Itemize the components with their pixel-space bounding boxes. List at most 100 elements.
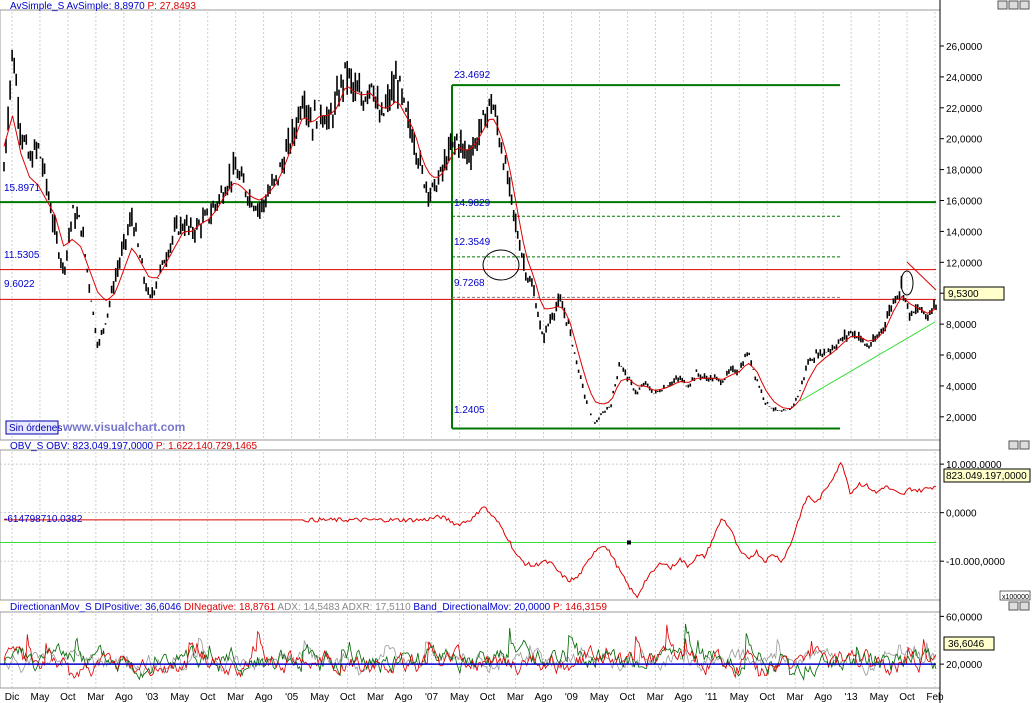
price-series: [3, 49, 937, 424]
y-tick-label: 22,0000: [946, 104, 983, 115]
price-current-value: 9,5300: [948, 289, 979, 300]
x-tick-label: Mar: [227, 692, 245, 703]
x-tick-label: May: [870, 692, 889, 703]
price-y-axis: 2,00004,00006,00008,000010,000012,000014…: [940, 42, 983, 424]
y-tick-label: 8,0000: [946, 320, 977, 331]
header-part: P: 1.622.140.729,1465: [153, 441, 257, 452]
y-tick-label: -10.000,0000: [946, 557, 1005, 568]
y-tick-label: 2,0000: [946, 413, 977, 424]
x-tick-label: Oct: [759, 692, 775, 703]
header-part: DINegative: 18,8761: [181, 602, 275, 613]
y-tick-label: 26,0000: [946, 42, 983, 53]
y-tick-label: 12,0000: [946, 258, 983, 269]
highlight-circle: [482, 249, 520, 281]
watermark: www.visualchart.com: [62, 420, 185, 434]
header-part: DIPositive: 36,6046: [92, 602, 182, 613]
header-part: DirectionanMov_S: [10, 602, 92, 613]
fib-label-23: 23.4692: [454, 70, 491, 81]
x-tick-label: May: [450, 692, 469, 703]
sin-ordenes-button[interactable]: [5, 420, 59, 435]
dmi-panel[interactable]: [0, 611, 941, 689]
fib-label-9: 9.7268: [454, 278, 485, 289]
time-x-axis: Dic May Oct Mar Ago '03 May Oct Mar Ago '05 May Oct M…: [5, 692, 944, 703]
level-label-15: 15.8971: [4, 183, 41, 194]
y-tick-label: 16,0000: [946, 197, 983, 208]
di-negative-line[interactable]: [3, 624, 937, 679]
header-part: OBV_S: [10, 441, 44, 452]
x-tick-label: '09: [565, 692, 578, 703]
x-tick-label: Ago: [115, 692, 133, 703]
obv-series: [0, 462, 937, 599]
obv-current-box: [943, 468, 1031, 483]
x-tick-label: May: [310, 692, 329, 703]
obv-panel-controls[interactable]: [1008, 440, 1030, 450]
price-panel-header: AvSimple_S AvSimple: 8,8970 P: 27,8493: [10, 1, 196, 12]
x-tick-label: '13: [845, 692, 858, 703]
x-tick-label: Dic: [5, 692, 19, 703]
level-label-11: 11.5305: [4, 250, 40, 261]
x-tick-label: Ago: [674, 692, 692, 703]
x-tick-label: '05: [285, 692, 298, 703]
fib-label-1: 1.2405: [454, 405, 485, 416]
sin-ordenes-label: Sin órdenes: [9, 423, 62, 434]
obv-panel[interactable]: [0, 449, 941, 601]
x-tick-label: Mar: [367, 692, 385, 703]
header-part: ADXR: 17,5110: [340, 602, 411, 613]
y-tick-label: 4,0000: [946, 382, 977, 393]
x-tick-label: '07: [425, 692, 438, 703]
x-tick-label: Oct: [620, 692, 636, 703]
obv-scale-box: [999, 590, 1031, 601]
y-tick-label: 60,0000: [946, 612, 983, 623]
x-tick-label: May: [170, 692, 189, 703]
dmi-y-axis: 60,0000 20,0000: [940, 612, 983, 671]
dmi-panel-controls[interactable]: [1008, 601, 1030, 611]
header-part: P: 146,3159: [550, 602, 607, 613]
fib-label-14: 14.9829: [454, 198, 491, 209]
x-tick-label: Ago: [395, 692, 413, 703]
obv-panel-header: OBV_S OBV: 823.049.197,0000 P: 1.622.140…: [10, 441, 257, 452]
x-tick-label: May: [31, 692, 50, 703]
y-tick-label: 20,0000: [946, 660, 983, 671]
x-tick-label: Oct: [200, 692, 216, 703]
x-tick-label: Ago: [535, 692, 553, 703]
obv-scale-note: x100000: [1002, 594, 1029, 601]
obv-line[interactable]: [4, 462, 937, 599]
moving-average-line[interactable]: [3, 86, 937, 410]
x-tick-label: May: [730, 692, 749, 703]
x-tick-label: Oct: [899, 692, 915, 703]
level-label-9: 9.6022: [4, 279, 35, 290]
x-tick-label: Oct: [480, 692, 496, 703]
header-part: OBV: 823.049.197,0000: [43, 441, 153, 452]
y-tick-label: 10.000,0000: [946, 460, 1002, 471]
dmi-current-value: 36,6046: [948, 639, 985, 650]
price-bars[interactable]: [3, 49, 937, 424]
x-tick-label: Oct: [340, 692, 356, 703]
fib-label-12: 12.3549: [454, 237, 491, 248]
x-tick-label: Mar: [87, 692, 105, 703]
header-part: Band_DirectionalMov: 20,0000: [411, 602, 551, 613]
x-tick-label: May: [590, 692, 609, 703]
x-tick-label: '11: [705, 692, 718, 703]
price-current-box: [943, 286, 1005, 301]
obv-y-axis: 10.000,0000 0,0000 -10.000,0000: [940, 460, 1005, 568]
dmi-panel-header: DirectionanMov_S DIPositive: 36,6046 DIN…: [10, 602, 607, 613]
obv-level-label: -614798710.0382: [4, 514, 83, 525]
price-panel-controls[interactable]: [997, 0, 1030, 10]
obv-marker: [627, 540, 631, 545]
horizontal-grid: [0, 463, 940, 562]
dmi-series: [0, 623, 937, 681]
header-part: P: 27,8493: [145, 1, 197, 12]
price-panel[interactable]: [0, 9, 941, 441]
x-tick-label: Ago: [814, 692, 832, 703]
header-part: ADX: 14,5483: [275, 602, 340, 613]
y-tick-label: 20,0000: [946, 135, 983, 146]
y-tick-label: 18,0000: [946, 166, 983, 177]
adx-line[interactable]: [3, 638, 937, 679]
x-tick-label: Mar: [507, 692, 525, 703]
x-tick-label: '03: [145, 692, 158, 703]
header-part: AvSimple: 8,8970: [64, 1, 145, 12]
x-tick-label: Feb: [926, 692, 944, 703]
trend-line-support: [799, 321, 936, 402]
horizontal-levels: [0, 201, 936, 300]
